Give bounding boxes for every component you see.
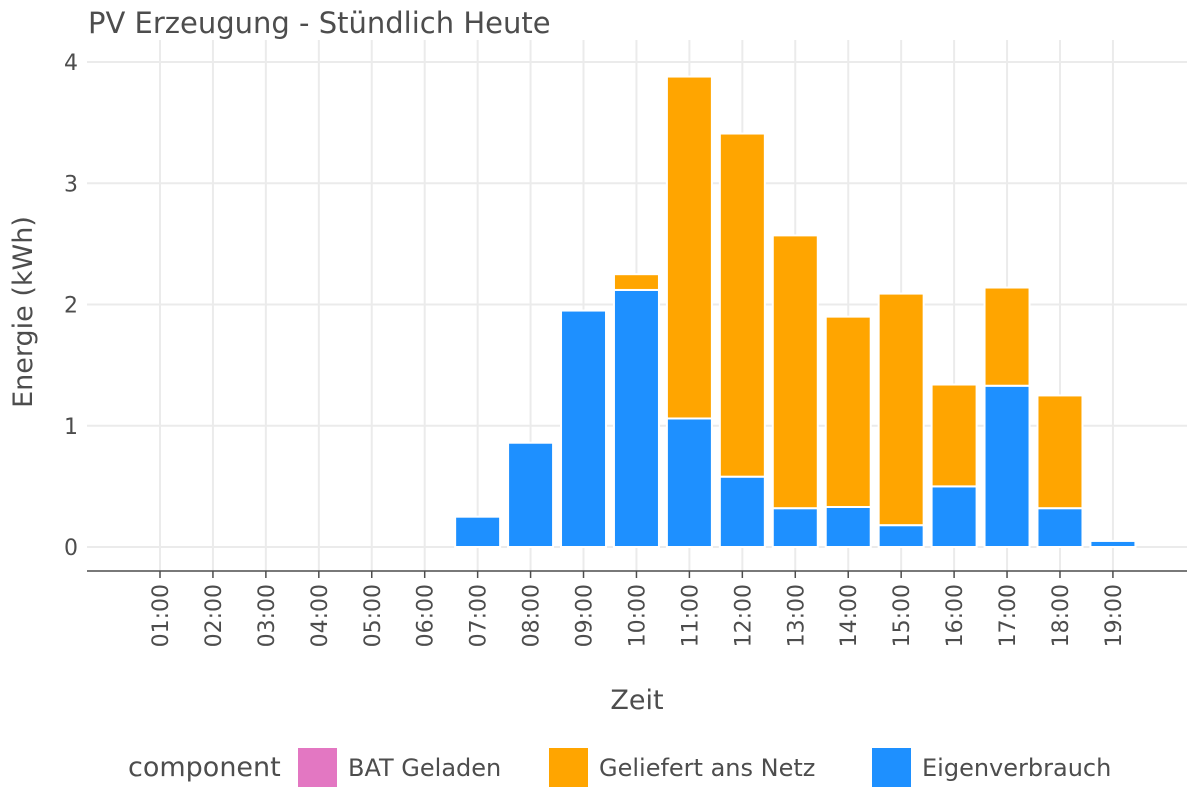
bar-eigenverbrauch	[560, 309, 608, 548]
y-tick-label: 2	[64, 294, 78, 319]
bar-eigenverbrauch	[771, 507, 819, 549]
x-axis-title: Zeit	[610, 685, 663, 716]
bar-eigenverbrauch	[930, 485, 978, 548]
x-tick-label: 19:00	[1102, 584, 1127, 647]
x-tick-label: 16:00	[943, 584, 968, 647]
bar-eigenverbrauch	[718, 475, 766, 548]
legend-key	[872, 748, 911, 787]
x-tick-label: 12:00	[731, 584, 756, 647]
legend-label: Geliefert ans Netz	[599, 754, 815, 782]
bars	[454, 75, 1137, 549]
x-tick-label: 14:00	[837, 584, 862, 647]
bar-eigenverbrauch	[1036, 507, 1084, 549]
x-tick-label: 10:00	[625, 584, 650, 647]
x-tick-label: 05:00	[361, 584, 386, 647]
bar-eigenverbrauch	[507, 441, 555, 549]
bar-geliefert-ans-netz	[930, 383, 978, 488]
bar-eigenverbrauch	[454, 515, 502, 548]
bar-geliefert-ans-netz	[877, 292, 925, 527]
bar-eigenverbrauch	[983, 384, 1031, 548]
y-ticks: 0 1 2 3 4	[64, 51, 78, 561]
bar-geliefert-ans-netz	[718, 132, 766, 478]
bar-geliefert-ans-netz	[824, 315, 872, 508]
chart-title: PV Erzeugung - Stündlich Heute	[88, 6, 551, 40]
legend: component BAT Geladen Geliefert ans Netz E…	[128, 748, 1111, 787]
bar-geliefert-ans-netz	[983, 286, 1031, 387]
legend-key	[298, 748, 337, 787]
bar-geliefert-ans-netz	[612, 273, 660, 291]
legend-label: BAT Geladen	[348, 754, 501, 782]
y-tick-label: 0	[64, 536, 78, 561]
x-tick-label: 07:00	[467, 584, 492, 647]
y-tick-label: 1	[64, 415, 78, 440]
bar-eigenverbrauch	[877, 524, 925, 548]
x-tick-label: 08:00	[520, 584, 545, 647]
legend-title: component	[128, 752, 281, 783]
bar-eigenverbrauch	[824, 505, 872, 548]
bar-geliefert-ans-netz	[665, 75, 713, 420]
x-tick-label: 18:00	[1049, 584, 1074, 647]
bar-eigenverbrauch	[665, 417, 713, 548]
x-tick-label: 17:00	[996, 584, 1021, 647]
y-tick-label: 3	[64, 172, 78, 197]
x-tick-label: 13:00	[784, 584, 809, 647]
bar-geliefert-ans-netz	[1036, 394, 1084, 510]
x-tick-label: 11:00	[678, 584, 703, 647]
y-axis-title: Energie (kWh)	[8, 216, 39, 408]
bar-eigenverbrauch	[612, 288, 660, 548]
x-ticks: 01:00 02:00 03:00 04:00 05:00 06:00 07:00 08:00…	[149, 571, 1127, 647]
y-tick-label: 4	[64, 51, 78, 76]
x-tick-label: 03:00	[255, 584, 280, 647]
x-tick-label: 15:00	[890, 584, 915, 647]
legend-key	[549, 748, 588, 787]
x-tick-label: 06:00	[414, 584, 439, 647]
x-tick-label: 01:00	[149, 584, 174, 647]
bar-eigenverbrauch	[1089, 539, 1137, 548]
x-tick-label: 04:00	[308, 584, 333, 647]
legend-label: Eigenverbrauch	[922, 754, 1111, 782]
x-tick-label: 09:00	[573, 584, 598, 647]
bar-geliefert-ans-netz	[771, 234, 819, 510]
x-tick-label: 02:00	[202, 584, 227, 647]
